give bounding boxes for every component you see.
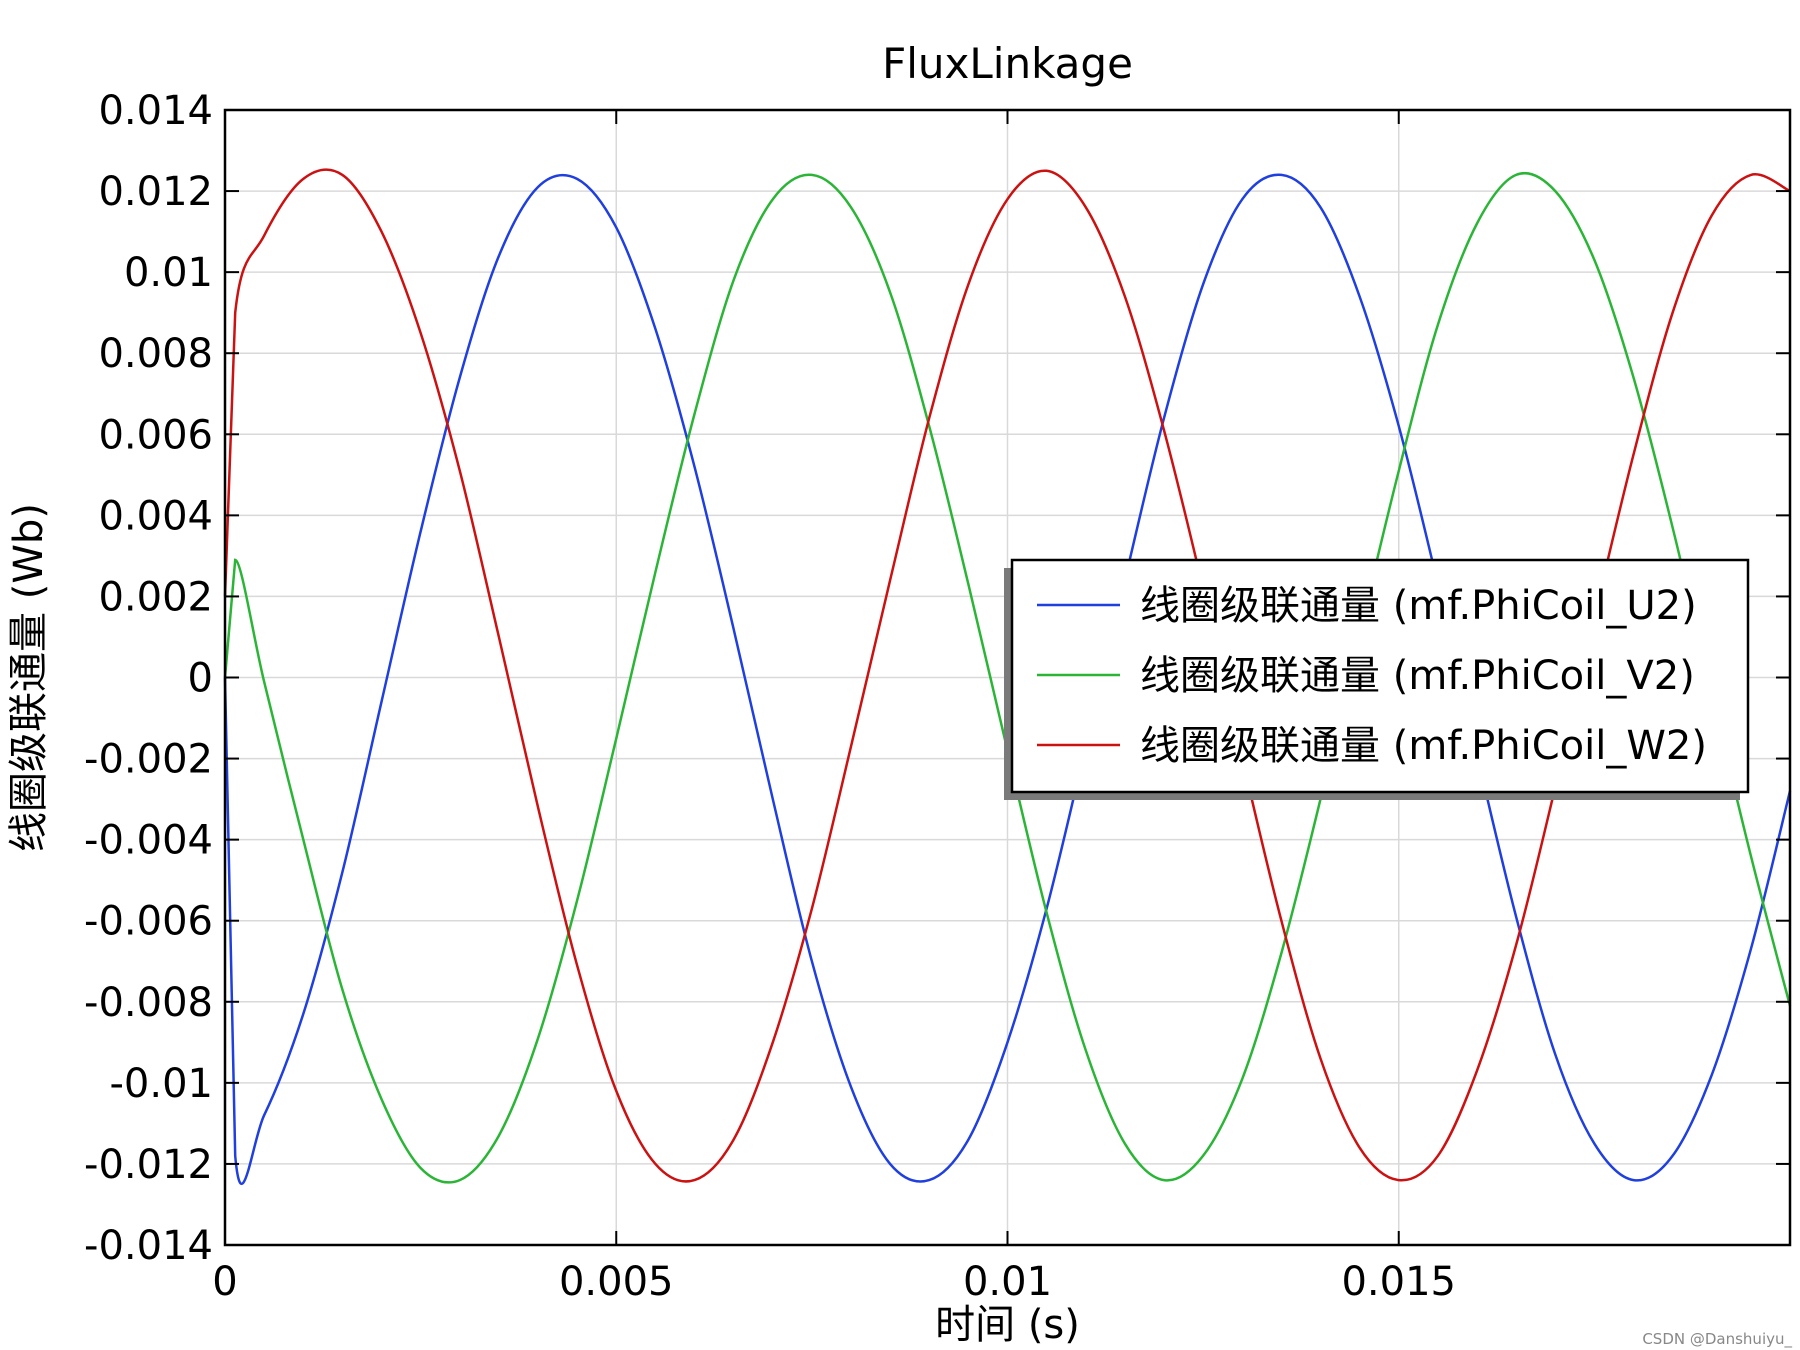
watermark: CSDN @Danshuiyu_	[1642, 1330, 1792, 1349]
axis-ticks: 0 0.005 0.01 0.015 -0.014 -0.012 -0.01 -0.008 -0…	[84, 88, 1790, 1305]
series-line-3	[223, 168, 1791, 1183]
y-tick-label: 0.006	[98, 412, 213, 458]
y-tick-label: -0.014	[84, 1223, 213, 1269]
y-tick-label: -0.002	[84, 737, 213, 783]
x-tick-label: 0.005	[559, 1259, 674, 1305]
x-tick-label: 0.01	[963, 1259, 1052, 1305]
legend-label-1: 线圈级联通量 (mf.PhiCoil_U2)	[1140, 583, 1697, 629]
legend-label-3: 线圈级联通量 (mf.PhiCoil_W2)	[1140, 723, 1707, 769]
series-line-1	[223, 173, 1792, 1186]
y-tick-label: -0.004	[84, 818, 213, 864]
legend-box	[1010, 558, 1750, 794]
y-tick-label: 0.014	[98, 88, 213, 134]
legend-label-2: 线圈级联通量 (mf.PhiCoil_V2)	[1140, 653, 1695, 699]
y-tick-label: -0.012	[84, 1142, 213, 1188]
y-tick-label: -0.008	[84, 980, 213, 1026]
y-tick-label: 0.012	[98, 169, 213, 215]
y-tick-label: 0.002	[98, 574, 213, 620]
y-tick-label: 0	[188, 656, 213, 702]
x-axis-label: 时间 (s)	[935, 1302, 1080, 1348]
y-tick-label: 0.01	[124, 250, 213, 296]
y-tick-label: 0.008	[98, 331, 213, 377]
y-axis-label: 线圈级联通量 (Wb)	[6, 503, 52, 852]
y-tick-label: -0.01	[110, 1061, 214, 1107]
legend: 线圈级联通量 (mf.PhiCoil_U2) 线圈级联通量 (mf.PhiCoil…	[1004, 558, 1750, 800]
y-tick-label: -0.006	[84, 899, 213, 945]
x-tick-label: 0	[212, 1259, 237, 1305]
y-tick-label: 0.004	[98, 493, 213, 539]
chart-title: FluxLinkage	[882, 39, 1133, 88]
x-tick-label: 0.015	[1341, 1259, 1456, 1305]
